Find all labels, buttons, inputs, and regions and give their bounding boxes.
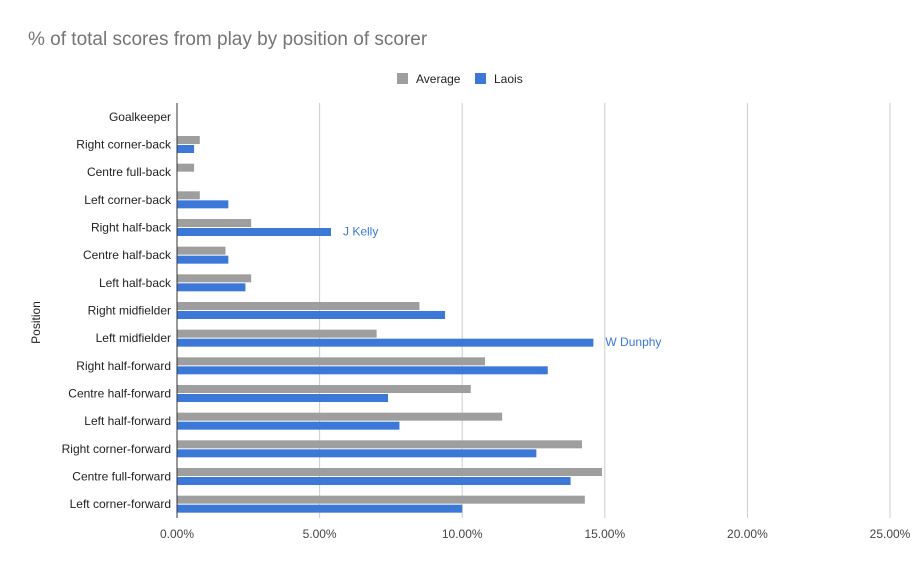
bar-average <box>177 274 252 283</box>
bars <box>177 136 602 513</box>
bar-laois <box>177 449 537 458</box>
bar-average <box>177 357 486 366</box>
x-tick-label: 5.00% <box>303 527 337 541</box>
bar-laois <box>177 421 400 430</box>
x-tick-label: 15.00% <box>584 527 625 541</box>
category-label: Right corner-forward <box>62 442 171 456</box>
category-label: Right corner-back <box>76 138 172 152</box>
category-label: Left half-back <box>99 276 172 290</box>
bar-laois <box>177 311 446 319</box>
legend-label: Laois <box>494 72 523 86</box>
bar-average <box>177 302 420 310</box>
bar-average <box>177 136 200 144</box>
category-label: Right midfielder <box>88 304 171 318</box>
category-label: Left midfielder <box>96 331 171 345</box>
bar-average <box>177 468 602 476</box>
legend-swatch <box>475 73 486 84</box>
category-label: Left corner-back <box>84 193 172 207</box>
bar-laois <box>177 366 548 375</box>
bar-laois <box>177 255 229 264</box>
bar-average <box>177 163 195 172</box>
chart-title: % of total scores from play by position … <box>28 29 428 50</box>
labels: 0.00% 5.00% 10.00% 15.00% 20.00% 25.00% Goalke… <box>29 110 911 541</box>
legend-swatch <box>397 73 408 84</box>
bar-average <box>177 329 377 338</box>
bar-average <box>177 385 471 393</box>
category-label: Left corner-forward <box>70 497 171 511</box>
x-tick-label: 0.00% <box>160 527 194 541</box>
bar-average <box>177 440 582 449</box>
category-label: Centre full-forward <box>72 470 171 484</box>
y-axis-title: Position <box>29 301 43 344</box>
bar-laois <box>177 338 594 347</box>
bar-average <box>177 412 503 421</box>
bar-annotation: W Dunphy <box>605 335 661 349</box>
bar-laois <box>177 228 332 236</box>
category-label: Centre half-forward <box>68 387 171 401</box>
x-tick-label: 25.00% <box>870 527 911 541</box>
x-tick-label: 10.00% <box>442 527 483 541</box>
bar-laois <box>177 504 463 513</box>
bar-average <box>177 191 200 200</box>
legend: Average Laois <box>397 72 523 86</box>
bar-annotation: J Kelly <box>343 225 378 239</box>
category-label: Centre half-back <box>83 248 172 262</box>
x-tick-label: 20.00% <box>727 527 768 541</box>
gridlines <box>319 103 891 518</box>
category-label: Right half-back <box>91 221 172 235</box>
bar-average <box>177 219 252 227</box>
legend-label: Average <box>416 72 461 86</box>
category-label: Right half-forward <box>76 359 171 373</box>
bar-average <box>177 246 226 255</box>
category-label: Goalkeeper <box>109 110 171 124</box>
category-label: Left half-forward <box>84 414 171 428</box>
bar-average <box>177 495 585 504</box>
bar-laois <box>177 394 389 402</box>
bar-laois <box>177 283 246 292</box>
bar-laois <box>177 145 195 153</box>
bar-laois <box>177 477 571 485</box>
bar-laois <box>177 200 229 209</box>
category-label: Centre full-back <box>87 165 172 179</box>
